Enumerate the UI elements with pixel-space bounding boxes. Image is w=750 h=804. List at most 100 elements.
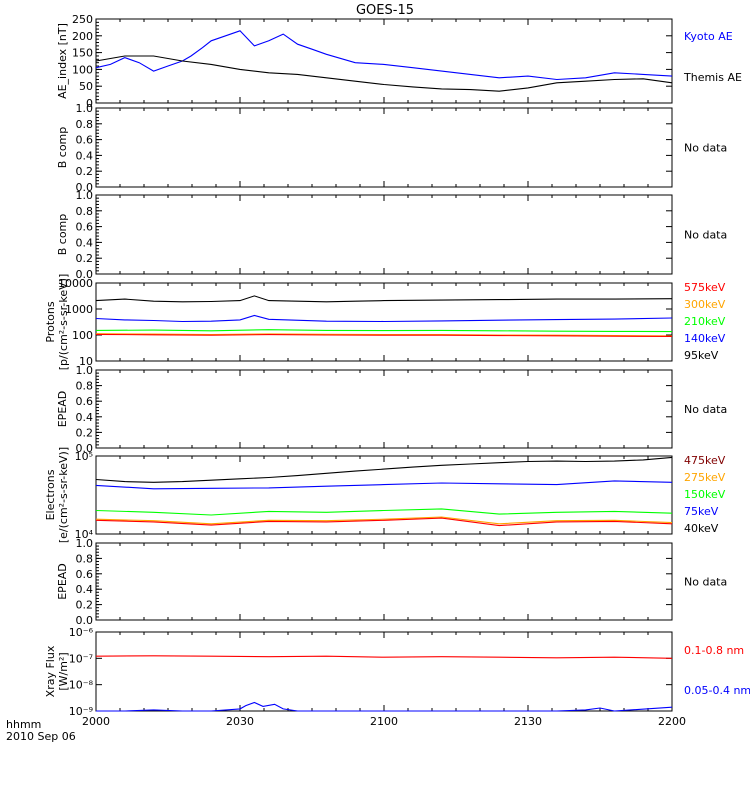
x-tick-label: 2000 — [82, 715, 110, 728]
y-axis-units: [e/(cm²-s-sr-keV)] — [57, 447, 70, 543]
y-tick-label: 0.4 — [76, 583, 94, 596]
y-tick-label: 1.0 — [76, 537, 94, 550]
y-tick-label: 200 — [72, 30, 93, 43]
legend-entry: 275keV — [684, 471, 726, 484]
legend-entry: 575keV — [684, 281, 726, 294]
y-axis-label: B comp — [56, 127, 69, 169]
legend-entry: 95keV — [684, 349, 719, 362]
y-tick-label: 100 — [72, 329, 93, 342]
date-label: 2010 Sep 06 — [6, 730, 76, 743]
y-tick-label: 10000 — [58, 277, 93, 290]
y-tick-label: 0.6 — [76, 134, 94, 147]
x-tick-label: 2200 — [658, 715, 686, 728]
y-tick-label: 50 — [79, 80, 93, 93]
y-axis-units: [W/m²] — [57, 652, 70, 690]
y-axis-label: EPEAD — [56, 391, 69, 428]
y-tick-label: 0.8 — [76, 380, 94, 393]
y-tick-label: 0.8 — [76, 552, 94, 565]
y-tick-label: 10⁻⁶ — [69, 626, 94, 639]
panel-epead2: 0.0 0.2 0.4 0.6 0.8 1.0 EPEAD No data — [56, 537, 727, 627]
series-line — [95, 333, 673, 337]
y-tick-label: 0 — [86, 97, 93, 110]
panel-frame — [95, 107, 673, 188]
legend-entry: 140keV — [684, 332, 726, 345]
legend-entry: 150keV — [684, 488, 726, 501]
no-data-label: No data — [684, 142, 727, 155]
y-tick-label: 0.2 — [76, 165, 94, 178]
x-tick-label: 2130 — [514, 715, 542, 728]
x-tick-label: 2030 — [226, 715, 254, 728]
series-line — [95, 456, 673, 483]
y-tick-label: 1.0 — [76, 189, 94, 202]
panel-epead1: 0.0 0.2 0.4 0.6 0.8 1.0 EPEAD No data — [56, 364, 727, 455]
panel-frame — [95, 542, 673, 621]
y-tick-label: 1000 — [65, 303, 93, 316]
y-tick-label: 150 — [72, 47, 93, 60]
y-axis-label: Xray Flux — [44, 645, 57, 697]
y-tick-label: 0.6 — [76, 568, 94, 581]
y-tick-label: 0.0 — [76, 614, 94, 627]
y-tick-label: 0.2 — [76, 252, 94, 265]
no-data-label: No data — [684, 229, 727, 242]
series-line — [95, 333, 673, 337]
legend-entry: 40keV — [684, 522, 719, 535]
y-tick-label: 10⁻⁷ — [69, 652, 93, 665]
y-tick-label: 0.8 — [76, 205, 94, 218]
series-line — [95, 508, 673, 516]
y-tick-label: 100 — [72, 63, 93, 76]
y-axis-units: [p/(cm²-s-sr-keV)] — [57, 274, 70, 371]
y-tick-label: 0.2 — [76, 599, 94, 612]
series-line — [95, 480, 673, 490]
panel-frame — [95, 194, 673, 275]
y-tick-label: 0.8 — [76, 118, 94, 131]
y-tick-label: 0.2 — [76, 426, 94, 439]
series-line — [95, 517, 673, 527]
y-tick-label: 1.0 — [76, 102, 94, 115]
y-tick-label: 10⁵ — [75, 450, 93, 463]
panel-xray: 10⁻⁹ 10⁻⁸ 10⁻⁷ 10⁻⁶ Xray Flux [W/m²] 0.1-0.8 n… — [44, 626, 750, 718]
y-tick-label: 250 — [72, 13, 93, 26]
panel-frame — [95, 369, 673, 449]
legend-entry: 210keV — [684, 315, 726, 328]
y-axis-label: Protons — [44, 301, 57, 342]
chart-title: GOES-15 — [356, 3, 414, 18]
legend-entry: 0.1-0.8 nm — [684, 644, 744, 657]
panel-electrons: 10⁴ 10⁵ Electrons [e/(cm²-s-sr-keV)] 475keV 2… — [44, 447, 726, 543]
series-line — [95, 314, 673, 323]
y-tick-label: 0.6 — [76, 395, 94, 408]
panel-b2: 0.0 0.2 0.4 0.6 0.8 1.0 B comp No data — [56, 189, 727, 281]
y-tick-label: 0.6 — [76, 221, 94, 234]
y-axis-label: EPEAD — [56, 563, 69, 600]
y-tick-label: 0.0 — [76, 181, 94, 194]
y-axis-label: AE_index [nT] — [56, 23, 69, 99]
y-tick-label: 10⁴ — [75, 528, 94, 541]
y-axis-label: B comp — [56, 214, 69, 256]
series-line — [95, 329, 673, 333]
series-line — [95, 295, 673, 303]
legend-entry: 0.05-0.4 nm — [684, 684, 750, 697]
series-line — [95, 55, 673, 92]
time-axis-label: hhmm — [6, 718, 41, 731]
y-tick-label: 0.0 — [76, 268, 94, 281]
y-tick-label: 0.0 — [76, 442, 94, 455]
y-tick-label: 1.0 — [76, 364, 94, 377]
series-line — [95, 655, 673, 659]
y-tick-label: 0.4 — [76, 149, 94, 162]
series-line — [95, 30, 673, 81]
x-tick-label: 2100 — [370, 715, 398, 728]
y-tick-label: 10⁻⁹ — [69, 705, 93, 718]
series-line — [95, 516, 673, 525]
legend-entry: 475keV — [684, 454, 726, 467]
time-axis: 2000 2030 2100 2130 2200 — [82, 715, 686, 728]
y-tick-label: 0.4 — [76, 411, 94, 424]
legend-entry: 75keV — [684, 505, 719, 518]
y-axis-label: Electrons — [44, 469, 57, 520]
no-data-label: No data — [684, 576, 727, 589]
legend-entry: Themis AE — [683, 71, 742, 84]
panel-frame — [95, 631, 673, 712]
